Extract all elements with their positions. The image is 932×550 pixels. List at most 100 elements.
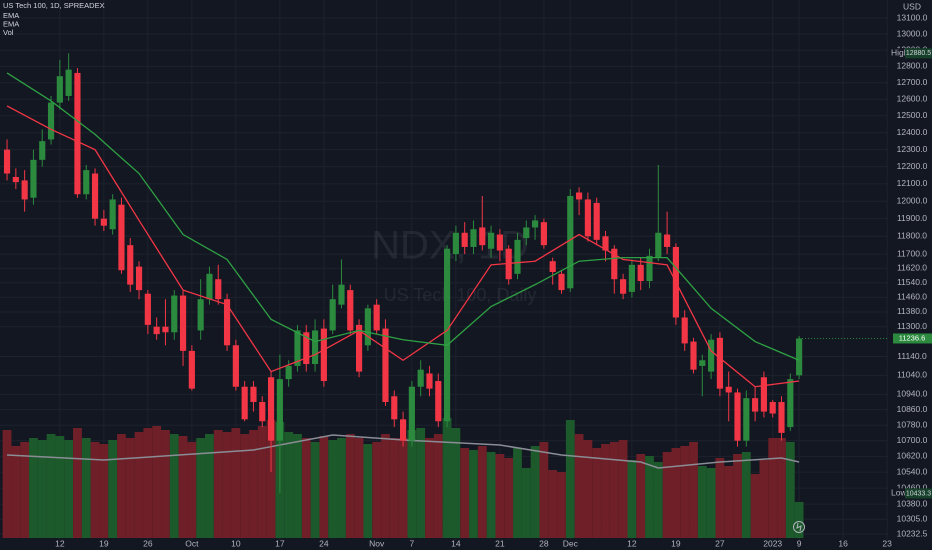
candle-body	[135, 266, 143, 291]
volume-bar	[354, 438, 364, 538]
volume-bar	[231, 428, 241, 538]
x-tick-label: 28	[539, 538, 549, 548]
candle-body	[74, 72, 81, 195]
candle-body	[752, 398, 759, 412]
x-tick-label: Nov	[369, 538, 385, 548]
y-tick-label: 11140.0	[897, 351, 927, 361]
volume-bar	[169, 434, 179, 538]
volume-bar	[601, 444, 610, 538]
volume-bar	[310, 442, 320, 538]
candle-body	[576, 192, 583, 200]
candle-body	[100, 218, 107, 226]
volume-bar	[627, 460, 637, 538]
candle-body	[118, 204, 125, 271]
candle-body	[461, 232, 468, 247]
x-tick-label: 24	[319, 538, 329, 548]
candle-body	[778, 402, 785, 433]
candle-body	[311, 330, 319, 365]
candle-body	[338, 284, 345, 305]
x-tick-label: 10	[231, 538, 241, 548]
volume-bar	[697, 466, 707, 538]
volume-bar	[99, 444, 109, 538]
x-tick-label: 19	[671, 538, 681, 548]
x-tick-label: 9	[797, 538, 802, 548]
volume-bar	[469, 450, 478, 538]
candle-body	[620, 279, 627, 294]
volume-bar	[37, 440, 47, 538]
y-tick-label: 10305.0	[897, 514, 928, 524]
marker-value: 12880.5	[906, 50, 931, 57]
volume-bar	[759, 460, 769, 538]
candle-body	[725, 386, 732, 393]
marker-box	[905, 48, 932, 59]
candles	[3, 53, 803, 494]
legend-entry: EMA	[3, 19, 19, 28]
candle-body	[47, 102, 55, 140]
y-tick-label: 10540.0	[897, 466, 928, 476]
volume-bar	[609, 442, 619, 538]
candle-body	[479, 227, 486, 246]
volume-bar	[724, 466, 734, 538]
y-tick-label: 13000.0	[897, 28, 928, 38]
x-tick-label: 16	[838, 538, 848, 548]
volume-bar	[477, 446, 487, 538]
y-tick-label: 11040.0	[897, 370, 927, 380]
volume-bar	[662, 452, 672, 538]
volume-bar	[671, 448, 681, 538]
volume-bar	[134, 432, 144, 538]
candle-body	[567, 195, 574, 289]
candle-body	[320, 328, 327, 382]
volume-bar	[222, 432, 232, 538]
y-tick-label: 12500.0	[897, 110, 928, 120]
ema-line	[6, 105, 800, 388]
last-price-box	[893, 333, 932, 344]
marker-box	[905, 488, 932, 499]
y-tick-label: 12400.0	[897, 127, 928, 137]
y-tick-label: 12800.0	[897, 61, 928, 71]
volume-bar	[125, 438, 135, 538]
candle-body	[347, 290, 354, 331]
y-tick-label: 12700.0	[897, 77, 928, 87]
y-tick-label: 12100.0	[897, 178, 928, 188]
y-tick-label: 10780.0	[897, 419, 928, 429]
candle-body	[408, 386, 415, 441]
y-tick-label: 11300.0	[897, 321, 927, 331]
candle-body	[734, 392, 741, 441]
candle-body	[65, 69, 72, 96]
volume-bar	[539, 442, 549, 538]
x-tick-label: 21	[495, 538, 505, 548]
volume-bar	[46, 434, 56, 538]
volume-bar	[319, 436, 329, 538]
volume-bar	[108, 440, 118, 538]
replay-icon[interactable]	[793, 521, 805, 533]
candle-body	[259, 402, 266, 422]
volume-bar	[557, 472, 566, 538]
y-tick-label: 11800.0	[897, 231, 927, 241]
x-tick-label: Oct	[185, 538, 199, 548]
volume-bar	[583, 440, 593, 538]
x-tick-label: 26	[143, 538, 153, 548]
watermark: US Tech 100, Daily	[384, 285, 537, 305]
marker-value: 10433.3	[906, 490, 931, 497]
candle-body	[532, 220, 539, 228]
candle-body	[655, 232, 662, 258]
volume-bar	[29, 438, 38, 538]
volume-bar	[495, 454, 505, 538]
y-tick-label: 11460.0	[897, 292, 927, 302]
volume-bar	[442, 418, 452, 538]
volume-bar	[565, 420, 575, 538]
x-tick-label: 12	[55, 538, 65, 548]
candle-body	[12, 176, 19, 183]
volume-bar	[592, 448, 602, 538]
candle-body	[276, 379, 283, 441]
volume-bar	[81, 438, 91, 538]
y-tick-label: 12300.0	[897, 144, 928, 154]
candle-body	[285, 365, 292, 380]
volume-bar	[240, 434, 250, 538]
volume-bar	[266, 420, 276, 538]
candle-body	[435, 381, 442, 422]
candle-body	[611, 248, 618, 280]
indicator-lines	[6, 72, 800, 388]
volume-bar	[425, 438, 434, 538]
